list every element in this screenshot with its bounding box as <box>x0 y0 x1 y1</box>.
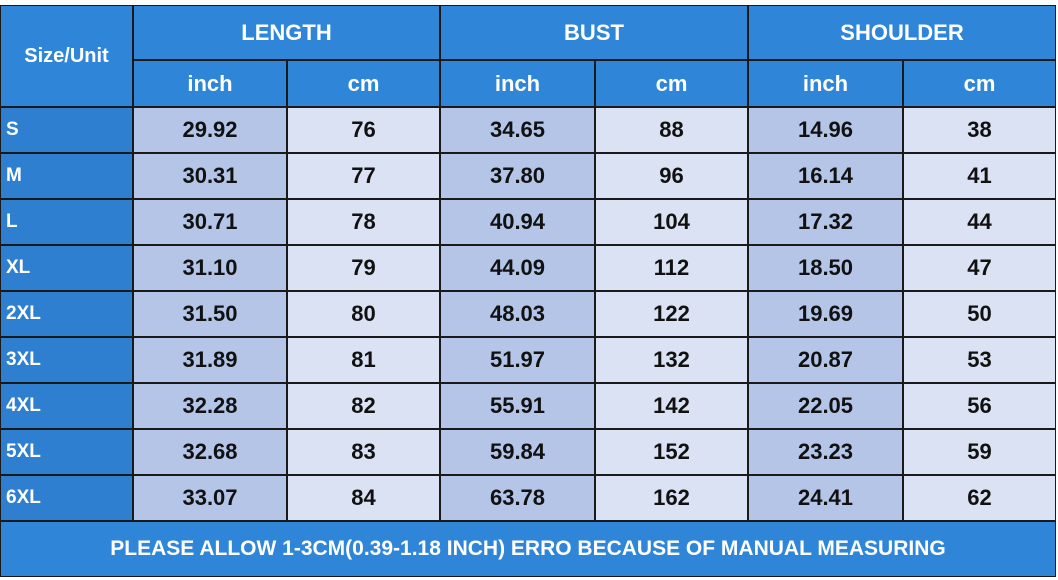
measurement: 112 <box>595 245 748 291</box>
measurement: 30.31 <box>133 153 287 199</box>
measurement: 79 <box>287 245 440 291</box>
size-label: S <box>0 107 133 153</box>
measurement: 31.89 <box>133 337 287 383</box>
measurement: 88 <box>595 107 748 153</box>
measurement: 152 <box>595 429 748 475</box>
size-label: 4XL <box>0 383 133 429</box>
measurement: 59 <box>903 429 1056 475</box>
measurement: 104 <box>595 199 748 245</box>
measurement: 16.14 <box>748 153 903 199</box>
measurement: 44.09 <box>440 245 595 291</box>
measurement: 50 <box>903 291 1056 337</box>
measurement: 14.96 <box>748 107 903 153</box>
measurement: 83 <box>287 429 440 475</box>
size-label: 2XL <box>0 291 133 337</box>
measurement: 80 <box>287 291 440 337</box>
measurement: 18.50 <box>748 245 903 291</box>
measurement: 55.91 <box>440 383 595 429</box>
measurement: 63.78 <box>440 475 595 521</box>
measurement: 37.80 <box>440 153 595 199</box>
measurement: 30.71 <box>133 199 287 245</box>
measurement: 76 <box>287 107 440 153</box>
measurement: 40.94 <box>440 199 595 245</box>
measurement: 47 <box>903 245 1056 291</box>
size-label: L <box>0 199 133 245</box>
measurement: 84 <box>287 475 440 521</box>
measurement: 62 <box>903 475 1056 521</box>
measurement: 44 <box>903 199 1056 245</box>
size-label: 3XL <box>0 337 133 383</box>
measurement: 96 <box>595 153 748 199</box>
size-unit-header: Size/Unit <box>0 5 133 107</box>
unit-header: cm <box>287 60 440 107</box>
measurement: 23.23 <box>748 429 903 475</box>
group-header: LENGTH <box>133 5 440 60</box>
measurement: 29.92 <box>133 107 287 153</box>
measurement: 82 <box>287 383 440 429</box>
group-header: SHOULDER <box>748 5 1056 60</box>
size-label: 5XL <box>0 429 133 475</box>
measurement: 41 <box>903 153 1056 199</box>
measurement: 56 <box>903 383 1056 429</box>
measurement: 142 <box>595 383 748 429</box>
measurement: 77 <box>287 153 440 199</box>
unit-header: cm <box>903 60 1056 107</box>
size-label: XL <box>0 245 133 291</box>
measurement: 17.32 <box>748 199 903 245</box>
measurement: 53 <box>903 337 1056 383</box>
measurement: 51.97 <box>440 337 595 383</box>
measurement: 122 <box>595 291 748 337</box>
unit-header: inch <box>748 60 903 107</box>
measurement: 59.84 <box>440 429 595 475</box>
measurement: 19.69 <box>748 291 903 337</box>
measurement: 34.65 <box>440 107 595 153</box>
measurement: 81 <box>287 337 440 383</box>
measurement: 31.50 <box>133 291 287 337</box>
group-header: BUST <box>440 5 748 60</box>
unit-header: cm <box>595 60 748 107</box>
measurement: 32.68 <box>133 429 287 475</box>
measurement: 78 <box>287 199 440 245</box>
measurement: 48.03 <box>440 291 595 337</box>
measurement: 22.05 <box>748 383 903 429</box>
measurement: 31.10 <box>133 245 287 291</box>
unit-header: inch <box>133 60 287 107</box>
measurement: 32.28 <box>133 383 287 429</box>
footer-note: PLEASE ALLOW 1-3CM(0.39-1.18 INCH) ERRO … <box>0 521 1056 577</box>
size-label: 6XL <box>0 475 133 521</box>
size-label: M <box>0 153 133 199</box>
measurement: 38 <box>903 107 1056 153</box>
measurement: 20.87 <box>748 337 903 383</box>
measurement: 33.07 <box>133 475 287 521</box>
measurement: 24.41 <box>748 475 903 521</box>
measurement: 132 <box>595 337 748 383</box>
unit-header: inch <box>440 60 595 107</box>
measurement: 162 <box>595 475 748 521</box>
